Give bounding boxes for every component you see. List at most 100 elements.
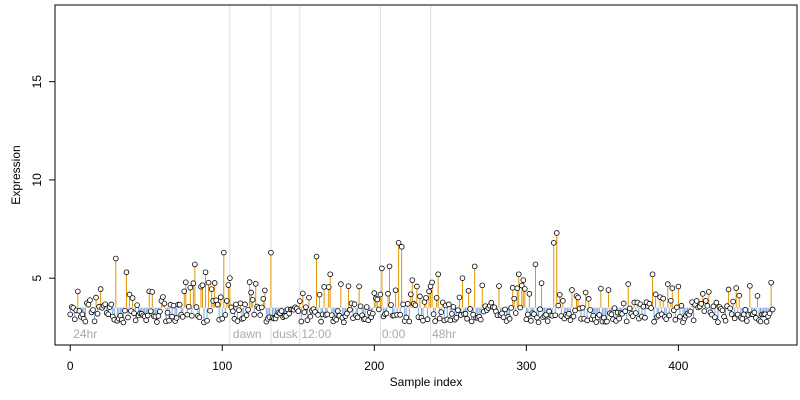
data-point (345, 283, 352, 289)
data-point (251, 311, 257, 318)
data-point (386, 263, 393, 270)
data-point (392, 287, 399, 294)
data-point (230, 308, 236, 315)
data-point (169, 313, 175, 320)
data-point (166, 317, 172, 324)
data-point (537, 306, 543, 313)
y-tick-label: 10 (30, 173, 44, 187)
data-point (208, 286, 215, 292)
segment-label: dawn (233, 327, 262, 341)
data-point (316, 291, 323, 298)
data-point (604, 318, 610, 325)
data-point (456, 294, 463, 301)
data-point (176, 301, 183, 308)
data-point (666, 312, 673, 319)
data-point (523, 316, 530, 323)
data-point (579, 304, 586, 311)
data-point (409, 277, 416, 283)
data-point (719, 307, 726, 314)
data-point (532, 261, 539, 268)
data-point (511, 295, 517, 302)
data-point (306, 294, 312, 301)
data-point (471, 263, 478, 270)
data-point (143, 317, 150, 324)
data-point (522, 286, 528, 292)
data-point (357, 303, 364, 310)
data-point (211, 280, 218, 286)
data-point (652, 291, 659, 298)
data-point (325, 284, 332, 290)
data-point (190, 280, 197, 287)
data-point (377, 291, 384, 298)
data-point (633, 310, 639, 316)
data-point (479, 282, 486, 289)
data-point (651, 318, 657, 325)
data-point (550, 240, 557, 246)
data-point (371, 290, 378, 296)
data-point (196, 314, 203, 321)
data-point (243, 312, 250, 318)
data-point (181, 288, 188, 295)
data-point (675, 283, 682, 290)
data-points (67, 230, 776, 326)
data-point (525, 311, 531, 318)
data-point (154, 319, 160, 325)
data-point (220, 249, 227, 256)
data-point (557, 291, 563, 298)
data-point (321, 284, 327, 290)
data-point (296, 298, 303, 304)
data-point (376, 306, 382, 313)
data-point (763, 318, 770, 325)
x-tick-label: 300 (516, 359, 536, 373)
data-point (327, 271, 334, 278)
data-point (123, 269, 130, 276)
data-point (690, 317, 697, 324)
data-point (560, 298, 566, 304)
data-point (304, 317, 311, 323)
data-point (496, 283, 502, 289)
data-point (182, 279, 189, 286)
data-point (616, 315, 622, 322)
data-point (566, 310, 572, 317)
data-point (502, 306, 508, 313)
data-point (214, 301, 221, 308)
data-point (575, 294, 581, 301)
data-point (147, 308, 154, 314)
data-point (740, 311, 747, 318)
data-point (768, 279, 774, 286)
data-point (417, 293, 423, 300)
data-point (179, 314, 186, 320)
data-point (97, 286, 104, 292)
data-point (144, 312, 151, 319)
data-point (67, 311, 74, 318)
data-point (468, 318, 475, 325)
data-point (227, 275, 233, 281)
data-point (648, 305, 654, 311)
data-point (587, 307, 594, 313)
data-point (744, 318, 750, 324)
data-point (742, 307, 749, 313)
data-point (436, 315, 443, 322)
data-point (626, 305, 633, 312)
data-point (477, 316, 484, 323)
data-point (747, 283, 753, 289)
data-point (528, 318, 534, 324)
data-point (730, 298, 736, 305)
data-point (252, 280, 259, 287)
data-point (193, 304, 200, 310)
data-point (605, 287, 612, 293)
data-point (414, 283, 420, 290)
data-point (672, 316, 679, 323)
data-point (397, 312, 403, 318)
data-point (432, 318, 438, 324)
data-point (531, 311, 537, 317)
segment-label: 12:00 (301, 327, 331, 341)
data-point (598, 285, 604, 292)
data-point (704, 303, 711, 309)
data-point (129, 295, 136, 301)
segment-label: 24hr (73, 327, 97, 341)
data-point (608, 311, 615, 318)
data-point (642, 314, 648, 321)
data-point (567, 317, 574, 323)
